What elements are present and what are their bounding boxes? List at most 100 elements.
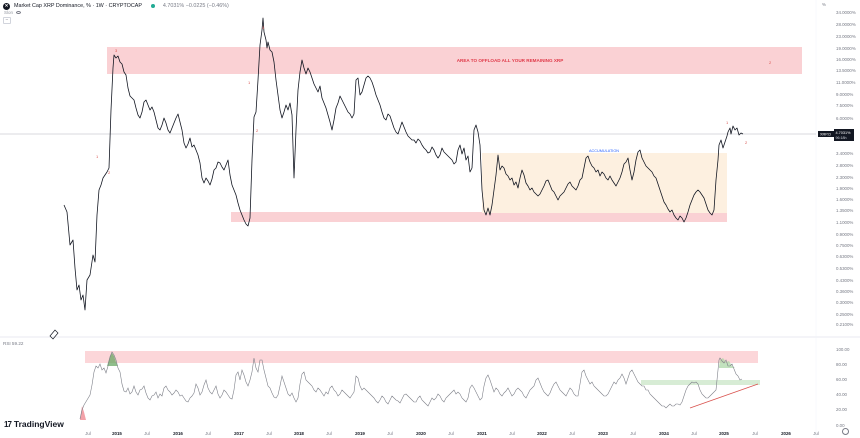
wave-labels: 1 2 3 1 2 3 1 2 2 bbox=[96, 25, 772, 175]
svg-text:13.5000%: 13.5000% bbox=[836, 68, 856, 73]
symbol-tag-text: XRP.D bbox=[820, 133, 831, 137]
svg-text:40.00: 40.00 bbox=[836, 392, 848, 397]
svg-text:100.00: 100.00 bbox=[836, 347, 850, 352]
svg-text:%: % bbox=[822, 2, 826, 7]
offload-zone[interactable] bbox=[107, 47, 802, 74]
svg-text:3: 3 bbox=[262, 25, 265, 30]
svg-text:0.4300%: 0.4300% bbox=[836, 278, 853, 283]
rsi-overbought-band bbox=[85, 351, 758, 363]
svg-text:2024: 2024 bbox=[659, 431, 669, 436]
rsi-legend[interactable]: RSI 59.22 bbox=[3, 341, 24, 346]
svg-text:16.0000%: 16.0000% bbox=[836, 57, 856, 62]
svg-text:20.00: 20.00 bbox=[836, 407, 848, 412]
symbol-title[interactable]: Market Cap XRP Dominance, % · 1W · CRYPT… bbox=[14, 3, 142, 9]
symbol-value: 4.7031% −0.0225 (−0.46%) bbox=[162, 3, 229, 9]
svg-text:2016: 2016 bbox=[173, 431, 183, 436]
svg-text:Jul: Jul bbox=[387, 431, 393, 436]
svg-text:19.0000%: 19.0000% bbox=[836, 46, 856, 51]
svg-text:0.00: 0.00 bbox=[836, 423, 845, 428]
svg-text:60.00: 60.00 bbox=[836, 377, 848, 382]
gear-icon[interactable] bbox=[842, 428, 849, 435]
tradingview-logo: 17 TradingView bbox=[4, 419, 64, 429]
svg-text:Jul: Jul bbox=[85, 431, 91, 436]
current-price-tag bbox=[834, 129, 854, 141]
svg-text:2.8000%: 2.8000% bbox=[836, 163, 853, 168]
svg-text:0.2500%: 0.2500% bbox=[836, 312, 853, 317]
bar-countdown: 96:18h bbox=[836, 136, 847, 140]
collapse-legend-button[interactable]: − bbox=[3, 17, 11, 24]
symbol-logo-icon: ✕ bbox=[3, 2, 10, 10]
svg-text:3.4000%: 3.4000% bbox=[836, 151, 853, 156]
rsi-support-band bbox=[641, 380, 760, 385]
svg-text:Jul: Jul bbox=[813, 431, 819, 436]
svg-text:1.3500%: 1.3500% bbox=[836, 208, 853, 213]
svg-text:80.00: 80.00 bbox=[836, 362, 848, 367]
eye-icon[interactable] bbox=[16, 11, 22, 14]
svg-text:6.0000%: 6.0000% bbox=[836, 116, 853, 121]
svg-text:1.1000%: 1.1000% bbox=[836, 220, 853, 225]
support-zone[interactable] bbox=[231, 212, 727, 222]
svg-text:2026: 2026 bbox=[781, 431, 791, 436]
svg-text:0.9000%: 0.9000% bbox=[836, 232, 853, 237]
drawing-tool-icon[interactable] bbox=[49, 329, 59, 340]
svg-text:Jul: Jul bbox=[691, 431, 697, 436]
market-status-icon bbox=[150, 4, 155, 8]
svg-text:23.0000%: 23.0000% bbox=[836, 34, 856, 39]
svg-text:1: 1 bbox=[726, 120, 729, 125]
symbol-tag bbox=[818, 131, 834, 137]
svg-text:2: 2 bbox=[745, 140, 748, 145]
svg-text:2021: 2021 bbox=[477, 431, 487, 436]
svg-text:0.2100%: 0.2100% bbox=[836, 322, 853, 327]
svg-text:28.0000%: 28.0000% bbox=[836, 22, 856, 27]
svg-text:11.0000%: 11.0000% bbox=[836, 80, 856, 85]
svg-text:2018: 2018 bbox=[294, 431, 304, 436]
chart-header: ✕ Market Cap XRP Dominance, % · 1W · CRY… bbox=[3, 1, 229, 11]
svg-text:3: 3 bbox=[115, 48, 118, 53]
rsi-oversold-fill bbox=[80, 406, 86, 420]
svg-text:2.3000%: 2.3000% bbox=[836, 175, 853, 180]
svg-text:Jul: Jul bbox=[752, 431, 758, 436]
svg-text:Jul: Jul bbox=[630, 431, 636, 436]
price-axis[interactable]: % 34.0000% 28.0000% 23.0000% 19.0000% 16… bbox=[822, 2, 856, 327]
svg-text:0.5300%: 0.5300% bbox=[836, 266, 853, 271]
svg-text:2015: 2015 bbox=[112, 431, 122, 436]
svg-text:Jul: Jul bbox=[509, 431, 515, 436]
svg-text:2019: 2019 bbox=[355, 431, 365, 436]
svg-text:7.5000%: 7.5000% bbox=[836, 103, 853, 108]
svg-text:2020: 2020 bbox=[416, 431, 426, 436]
tradingview-mark-icon: 17 bbox=[4, 419, 12, 429]
offload-zone-label: AREA TO OFFLOAD ALL YOUR REMAINING XRP bbox=[457, 58, 564, 63]
current-price-value: 4.7031% bbox=[836, 131, 852, 135]
svg-text:1: 1 bbox=[248, 80, 251, 85]
svg-text:Jul: Jul bbox=[448, 431, 454, 436]
rsi-axis[interactable]: 100.00 80.00 60.00 40.00 20.00 0.00 bbox=[836, 347, 850, 428]
rsi-line[interactable] bbox=[79, 351, 743, 420]
svg-text:2023: 2023 bbox=[598, 431, 608, 436]
rsi-trendline[interactable] bbox=[689, 383, 759, 409]
svg-text:Jul: Jul bbox=[144, 431, 150, 436]
time-axis[interactable]: Jul 2015 Jul 2016 Jul 2017 Jul 2018 Jul … bbox=[85, 431, 819, 436]
svg-text:9.0000%: 9.0000% bbox=[836, 92, 853, 97]
svg-text:Jul: Jul bbox=[266, 431, 272, 436]
svg-text:Jul: Jul bbox=[326, 431, 332, 436]
svg-text:0.6300%: 0.6300% bbox=[836, 254, 853, 259]
accumulation-label: ACCUMULATION bbox=[589, 149, 619, 153]
svg-text:0.7500%: 0.7500% bbox=[836, 243, 853, 248]
rsi-overbought-fill bbox=[107, 353, 118, 366]
accumulation-zone[interactable] bbox=[482, 153, 727, 213]
indicator-legend: Slon bbox=[4, 10, 22, 15]
svg-text:2025: 2025 bbox=[719, 431, 729, 436]
svg-text:Jul: Jul bbox=[205, 431, 211, 436]
svg-text:2: 2 bbox=[256, 128, 259, 133]
svg-text:Jul: Jul bbox=[569, 431, 575, 436]
svg-text:2017: 2017 bbox=[234, 431, 244, 436]
svg-text:0.3600%: 0.3600% bbox=[836, 289, 853, 294]
xrp-dominance-line[interactable] bbox=[63, 17, 744, 311]
svg-text:1.9000%: 1.9000% bbox=[836, 186, 853, 191]
svg-text:0.3000%: 0.3000% bbox=[836, 300, 853, 305]
svg-text:1: 1 bbox=[96, 154, 99, 159]
svg-text:2: 2 bbox=[769, 60, 772, 65]
indicator-label: Slon bbox=[4, 10, 14, 15]
tradingview-wordmark: TradingView bbox=[13, 419, 64, 429]
